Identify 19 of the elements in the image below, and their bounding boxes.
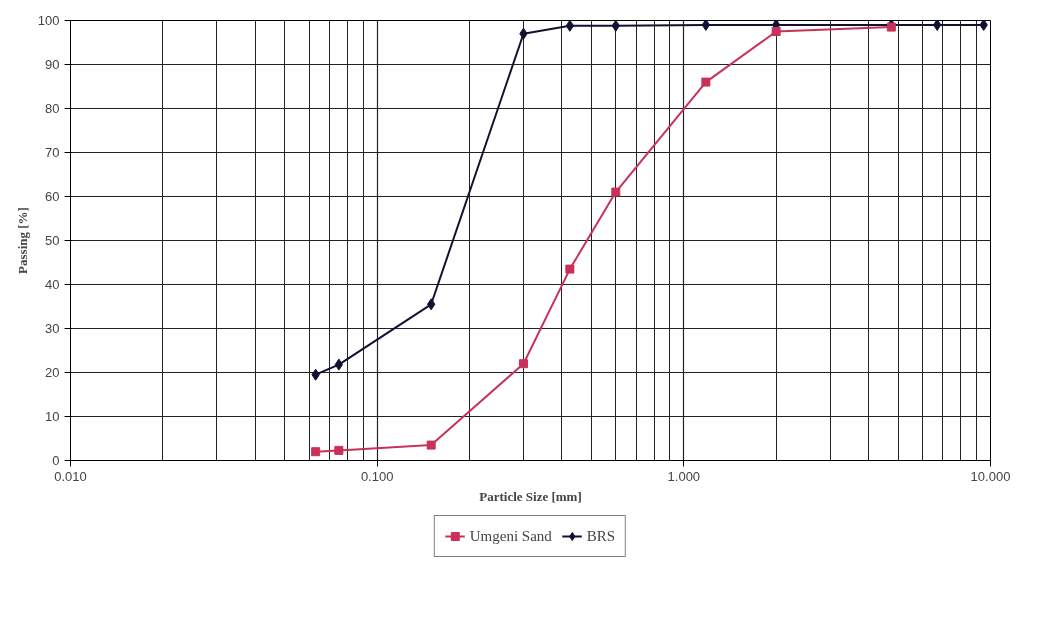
y-tick-label: 30 [45,321,60,336]
y-tick-label: 20 [45,365,60,380]
y-tick-label: 100 [37,13,60,28]
legend-label: Umgeni Sand [469,527,552,545]
y-tick-label: 80 [45,101,60,116]
y-tick-label: 0 [52,453,60,468]
x-tick-label: 0.010 [54,468,87,484]
y-tick-label: 50 [45,233,60,248]
x-tick-label: 0.100 [360,468,394,484]
x-tick-label: 1.000 [667,468,701,484]
y-axis-title: Passing [%] [14,207,30,274]
y-tick-label: 70 [45,145,60,160]
x-tick-label: 10.000 [970,468,1011,484]
y-tick-label: 90 [45,57,60,72]
legend-label: BRS [586,527,616,545]
y-tick-label: 40 [45,277,60,292]
x-axis-title: Particle Size [mm] [479,488,582,504]
y-tick-label: 60 [45,189,60,204]
y-tick-label: 10 [45,409,60,424]
